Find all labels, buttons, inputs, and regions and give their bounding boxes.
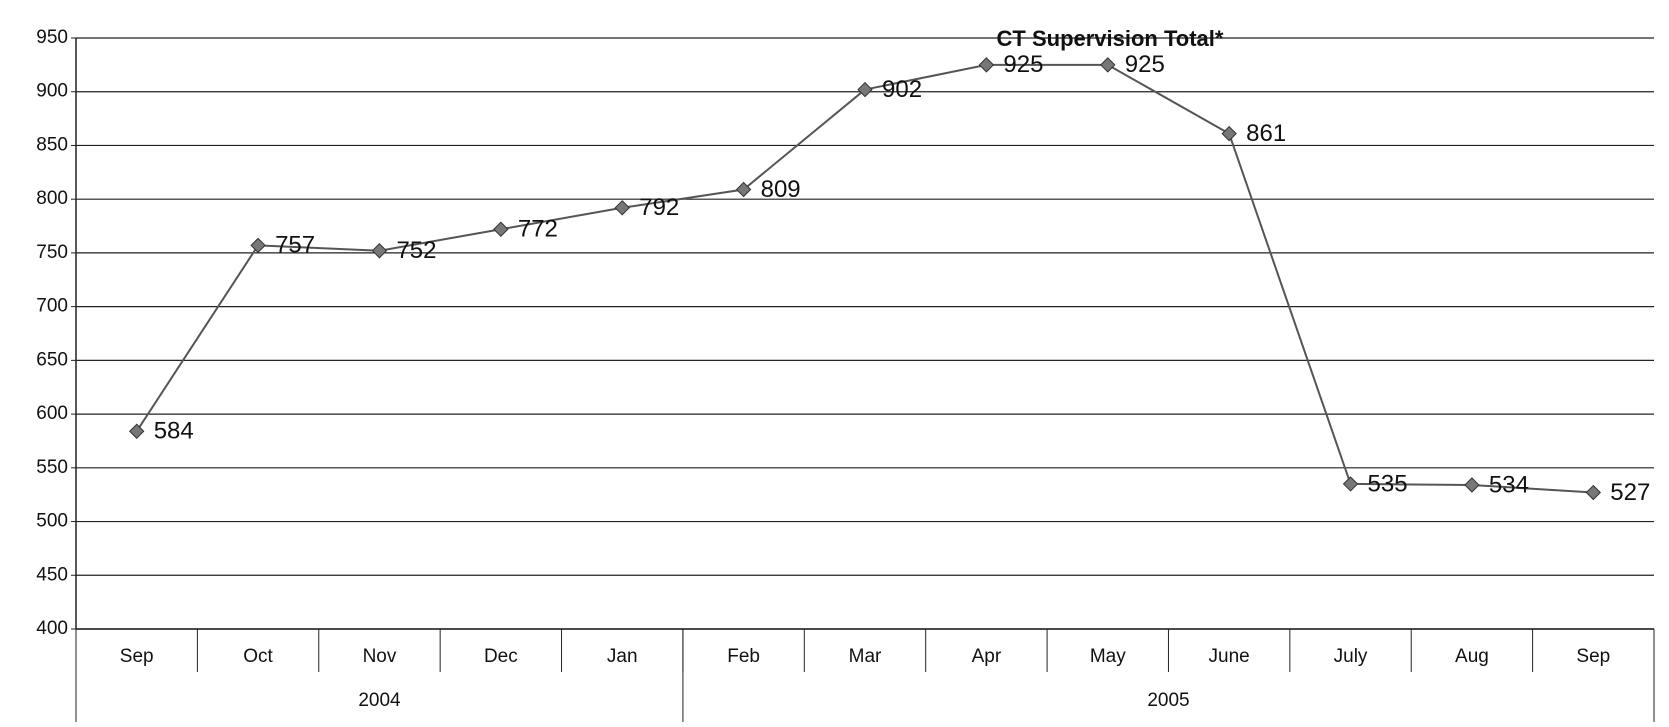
y-tick-label: 750 [36,242,68,263]
y-tick-label: 950 [36,27,68,48]
y-tick-label: 700 [36,296,68,317]
y-tick-label: 800 [36,188,68,209]
data-label: 792 [639,194,679,221]
data-label: 772 [518,216,558,243]
x-tick-label: Apr [972,646,1002,667]
marker [857,81,873,98]
x-tick-label: Aug [1455,646,1489,667]
data-label: 752 [396,237,436,264]
data-label: 809 [761,176,801,203]
x-tick-label: Sep [120,646,154,667]
data-label: 861 [1246,120,1286,147]
marker [1221,125,1237,142]
y-tick-label: 450 [36,564,68,585]
data-label: 757 [275,232,315,259]
group-label: 2005 [1147,690,1189,711]
data-label: 584 [154,418,194,445]
data-label: 534 [1489,471,1529,498]
y-tick-label: 550 [36,457,68,478]
x-tick-label: Feb [727,646,760,667]
y-tick-label: 400 [36,618,68,639]
y-tick-label: 600 [36,403,68,424]
chart-title: CT Supervision Total* [997,26,1224,51]
marker [978,57,995,73]
data-label: 535 [1368,470,1408,497]
marker [1464,477,1480,493]
marker [493,221,509,237]
data-label: 902 [882,76,922,103]
y-tick-label: 900 [36,81,68,102]
x-tick-label: Oct [243,646,273,667]
marker [735,181,752,198]
data-label: 925 [1125,51,1165,78]
x-tick-label: Dec [484,646,518,667]
x-tick-label: Sep [1576,646,1610,667]
marker [371,243,388,259]
x-tick-label: Mar [849,646,882,667]
x-tick-label: July [1334,646,1368,667]
data-label: 925 [1003,51,1043,78]
y-tick-label: 500 [36,511,68,532]
y-tick-label: 850 [36,134,68,155]
data-label: 527 [1610,479,1650,506]
y-tick-label: 650 [36,349,68,370]
marker [1342,476,1359,492]
marker [128,423,145,439]
x-tick-label: June [1209,646,1250,667]
x-tick-label: May [1090,646,1126,667]
marker [1100,57,1116,73]
marker [1585,484,1602,501]
marker [250,237,266,254]
x-tick-label: Nov [363,646,397,667]
x-tick-label: Jan [607,646,638,667]
marker [614,200,630,216]
group-label: 2004 [358,690,401,711]
